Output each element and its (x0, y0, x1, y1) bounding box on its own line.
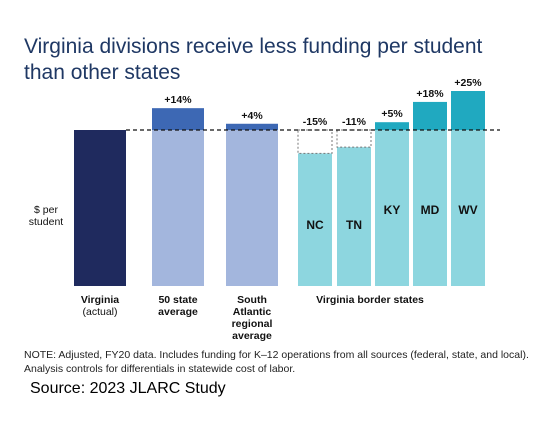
bar-label-tn: TN (346, 218, 362, 232)
category-label-satl-1: South (237, 294, 267, 306)
bar-label-wv: WV (458, 203, 477, 217)
bar-md-base (413, 130, 447, 286)
y-axis-label-1: $ per (34, 204, 58, 216)
chart-title-line-1: Virginia divisions receive less funding … (24, 35, 483, 58)
bar-md-increment (413, 101, 447, 130)
bar-wv-increment (451, 91, 485, 130)
bar-tn-gap (336, 129, 372, 148)
bar-virginia (74, 130, 126, 286)
pct-label-ky: +5% (381, 108, 403, 120)
bar-label-nc: NC (306, 218, 324, 232)
y-axis-label-2: student (29, 216, 64, 228)
pct-label-nc: -15% (303, 116, 328, 128)
pct-label-satl: +4% (241, 110, 263, 122)
bar-satl-base (226, 130, 278, 286)
pct-label-fifty: +14% (164, 94, 192, 106)
bar-ky-base (375, 130, 409, 286)
bar-nc-gap (297, 129, 333, 154)
bar-chart: Virginia(actual)+14%50 stateaverage+4%So… (29, 77, 500, 342)
bar-fifty-increment (152, 108, 204, 130)
bar-tn (337, 147, 371, 286)
bar-ky-increment (375, 122, 409, 130)
category-label-fifty-1: 50 state (158, 294, 197, 306)
pct-label-md: +18% (416, 88, 444, 100)
pct-label-wv: +25% (454, 77, 482, 89)
category-label-fifty-2: average (158, 306, 198, 318)
source-credit: Source: 2023 JLARC Study (30, 380, 226, 397)
bar-label-ky: KY (384, 203, 401, 217)
bar-label-md: MD (421, 203, 440, 217)
category-label-virginia-1: Virginia (81, 294, 119, 306)
category-label-satl-3: regional (232, 318, 273, 330)
pct-label-tn: -11% (342, 116, 367, 128)
category-label-satl-4: average (232, 330, 272, 342)
bar-nc (298, 153, 332, 286)
bar-fifty-base (152, 130, 204, 286)
bar-satl-increment (226, 123, 278, 130)
chart-title-line-2: than other states (24, 61, 181, 84)
chart-title: Virginia divisions receive less funding … (24, 34, 544, 86)
group-label-border-states: Virginia border states (316, 294, 424, 306)
chart-note: NOTE: Adjusted, FY20 data. Includes fund… (24, 349, 529, 375)
category-label-virginia-2: (actual) (82, 306, 117, 318)
bar-wv-base (451, 130, 485, 286)
category-label-satl-2: Atlantic (233, 306, 272, 318)
